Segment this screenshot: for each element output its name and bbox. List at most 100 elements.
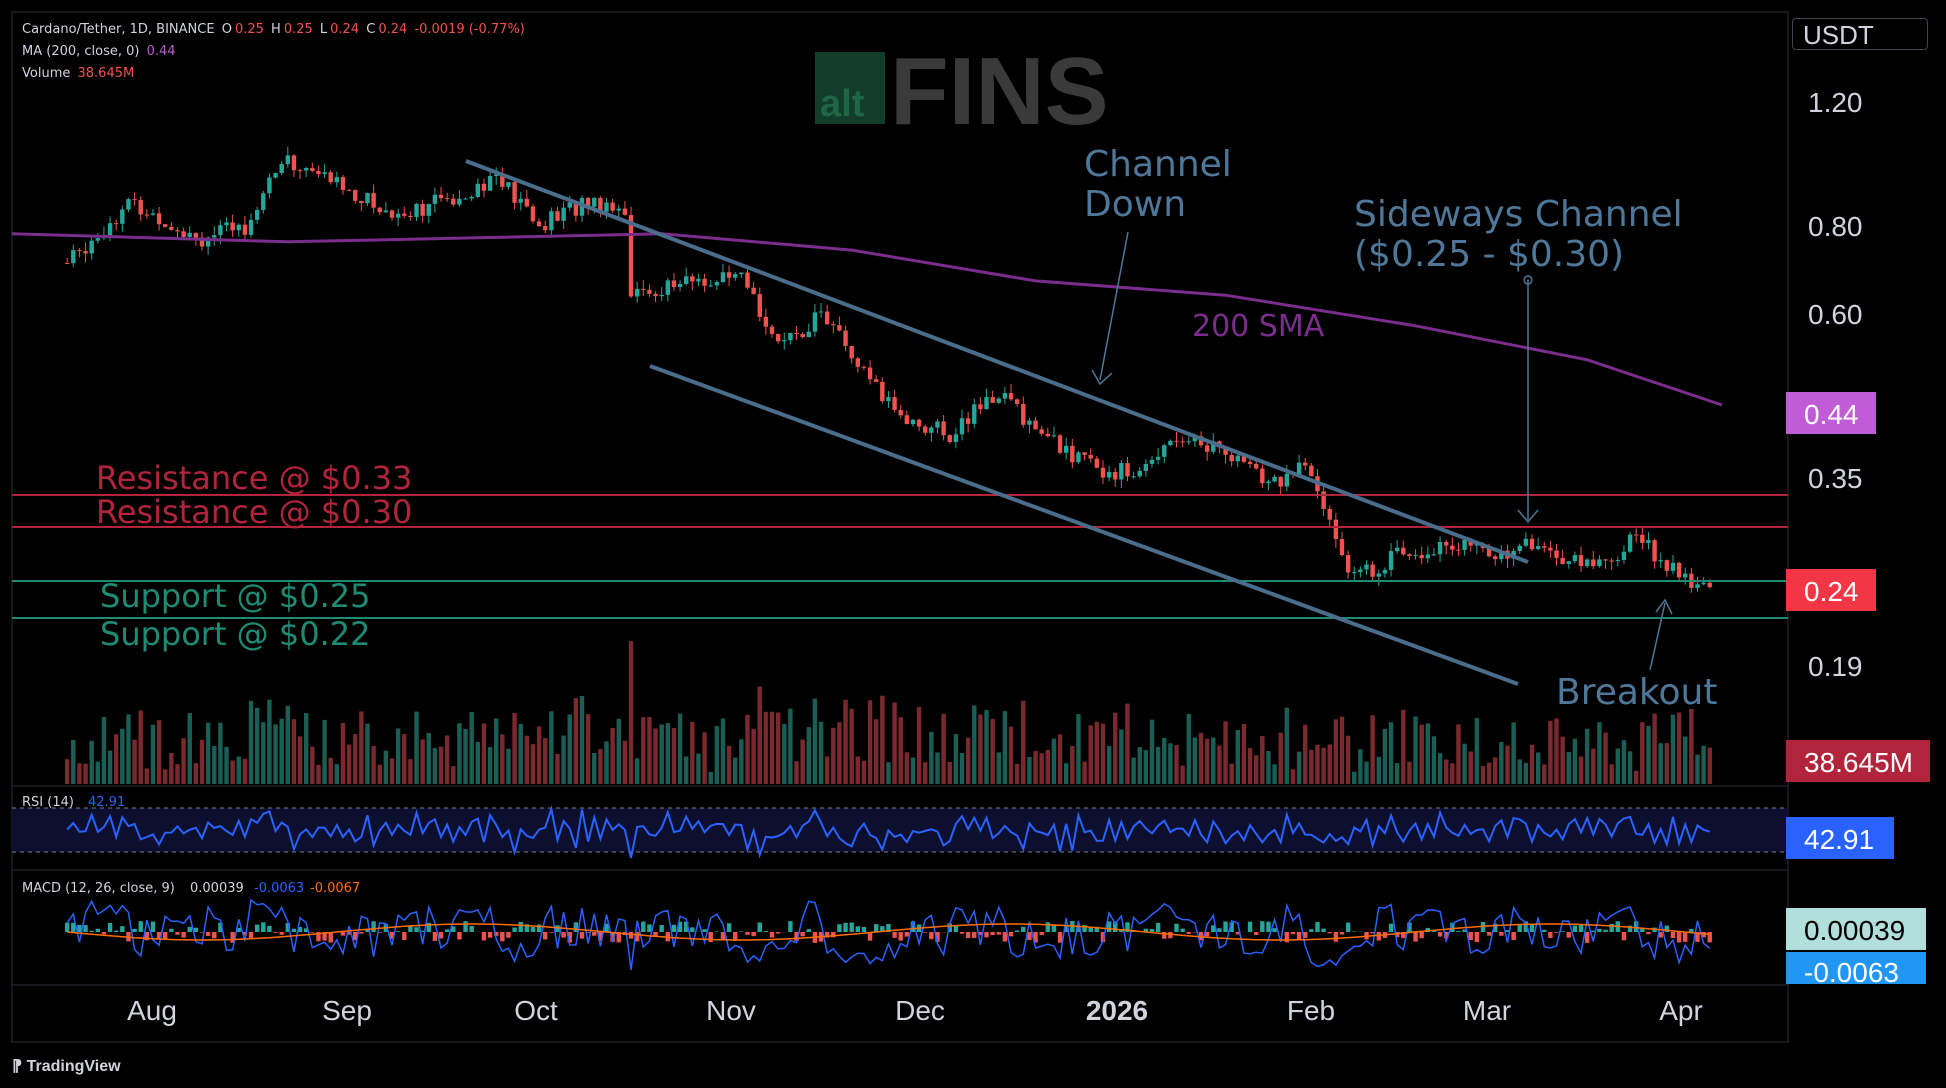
candle-body <box>1235 455 1241 462</box>
volume-bar <box>1646 725 1651 784</box>
candle-body <box>861 366 867 368</box>
candle-body <box>1106 471 1112 478</box>
candle-body <box>487 175 493 191</box>
candle-body <box>1499 550 1504 560</box>
macd-histogram-bar <box>1701 932 1706 938</box>
tradingview-logo[interactable]: ⁋ TradingView <box>12 1056 121 1076</box>
candle-body <box>990 397 995 403</box>
volume-bar <box>1480 766 1486 784</box>
candle-body <box>886 397 891 402</box>
macd-histogram-bar <box>1155 922 1161 932</box>
macd-histogram-bar <box>935 932 940 942</box>
macd-histogram-bar <box>671 924 677 932</box>
candle-body <box>1137 470 1142 477</box>
open-value: 0.25 <box>234 22 264 37</box>
volume-bar <box>175 764 180 784</box>
candle-body <box>303 168 309 171</box>
macd-histogram-bar <box>690 927 695 932</box>
candle-body <box>610 202 615 211</box>
candle-body <box>1076 452 1081 463</box>
candle-body <box>1676 562 1682 578</box>
macd-histogram-bar <box>598 932 603 941</box>
macd-histogram-bar <box>1707 932 1712 943</box>
volume-bar <box>1554 718 1559 784</box>
candle-body <box>1186 441 1191 443</box>
candle-body <box>1131 476 1136 478</box>
macd-legend-value: 0.00039 <box>190 881 244 896</box>
volume-bar <box>1180 765 1185 784</box>
candle-body <box>371 192 376 208</box>
candle-body <box>291 155 297 171</box>
candle-body <box>414 203 419 217</box>
macd-histogram-bar <box>1560 931 1565 932</box>
macd-histogram-bar <box>236 927 241 932</box>
volume-bar <box>1591 748 1596 784</box>
candle-body <box>261 193 266 210</box>
candle-body <box>898 409 903 416</box>
candle-body <box>322 172 327 174</box>
volume-bar <box>1143 750 1149 784</box>
volume-bar <box>169 752 174 784</box>
volume-legend[interactable]: Volume 38.645M <box>22 66 137 81</box>
volume-bar <box>769 711 775 784</box>
volume-bar <box>1394 763 1400 784</box>
candle-body <box>1450 545 1455 550</box>
candle-body <box>1591 559 1596 567</box>
volume-bar <box>1309 749 1314 784</box>
macd-histogram-bar <box>1658 932 1663 938</box>
candle-body <box>1100 467 1106 478</box>
volume-bar <box>996 752 1001 784</box>
volume-bar <box>1413 716 1418 784</box>
volume-bar <box>978 714 983 784</box>
candle-body <box>1027 420 1032 425</box>
volume-bar <box>1339 716 1345 784</box>
currency-selector[interactable]: USDT <box>1792 18 1928 50</box>
macd-histogram-bar <box>1394 932 1400 938</box>
macd-histogram-bar <box>1683 932 1688 942</box>
signal-line <box>67 923 1710 941</box>
volume-bar <box>1247 748 1253 784</box>
signal-badge-text: -0.0063 <box>1804 957 1899 988</box>
candle-body <box>175 230 180 232</box>
volume-bar <box>714 726 720 784</box>
candle-body <box>1333 519 1339 540</box>
candle-body <box>1683 573 1688 578</box>
signal-legend-value: -0.0063 <box>254 881 304 896</box>
candle-body <box>518 198 523 203</box>
volume-bar <box>518 724 523 784</box>
breakout-label: Breakout <box>1556 672 1717 713</box>
macd-histogram-bar <box>328 932 333 943</box>
open-label: O <box>221 22 232 37</box>
candle-body <box>1633 534 1639 536</box>
volume-bar <box>1051 738 1057 784</box>
macd-histogram-bar <box>132 928 137 932</box>
volume-bar <box>990 718 995 784</box>
macd-histogram-bar <box>1235 932 1241 935</box>
candle-body <box>1198 436 1204 446</box>
macd-histogram-bar <box>567 932 572 943</box>
volume-bar <box>536 726 542 784</box>
volume-bar <box>763 711 769 784</box>
volume-bar <box>107 750 113 784</box>
volume-bar <box>1021 700 1026 784</box>
macd-histogram-bar <box>892 932 897 938</box>
macd-histogram-bar <box>708 932 713 943</box>
volume-bar <box>1321 747 1326 784</box>
volume-bar <box>1566 752 1571 784</box>
volume-bar <box>359 711 364 784</box>
volume-bar <box>935 752 940 784</box>
macd-histogram-bar <box>120 926 125 932</box>
ma-legend[interactable]: MA (200, close, 0) 0.44 <box>22 44 179 59</box>
volume-bar <box>512 712 517 784</box>
candle-body <box>1364 564 1369 570</box>
volume-bar <box>812 698 818 784</box>
candle-body <box>1339 539 1345 556</box>
volume-bar <box>1486 762 1492 784</box>
candle-body <box>1443 542 1449 546</box>
candle-body <box>500 174 505 187</box>
candle-body <box>512 182 517 203</box>
volume-bar <box>1106 746 1112 784</box>
macd-histogram-bar <box>322 932 327 941</box>
candle-body <box>929 427 934 433</box>
